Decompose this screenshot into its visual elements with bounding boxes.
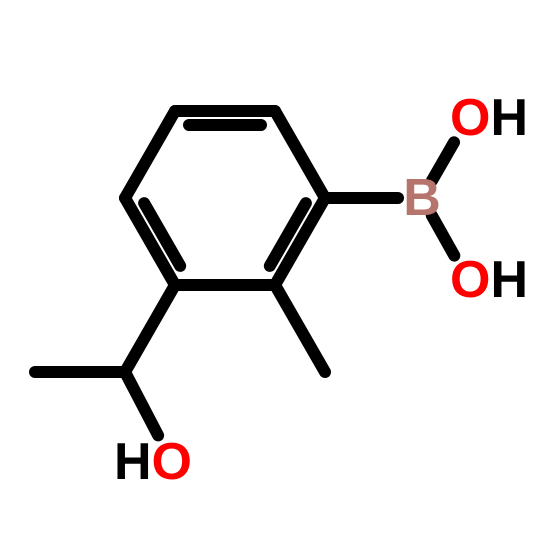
svg-text:HO: HO	[114, 433, 192, 491]
svg-text:B: B	[403, 169, 441, 227]
svg-text:OH: OH	[450, 89, 528, 147]
molecule-diagram: BOH OH HO	[0, 0, 533, 533]
svg-text:OH: OH	[450, 251, 528, 309]
